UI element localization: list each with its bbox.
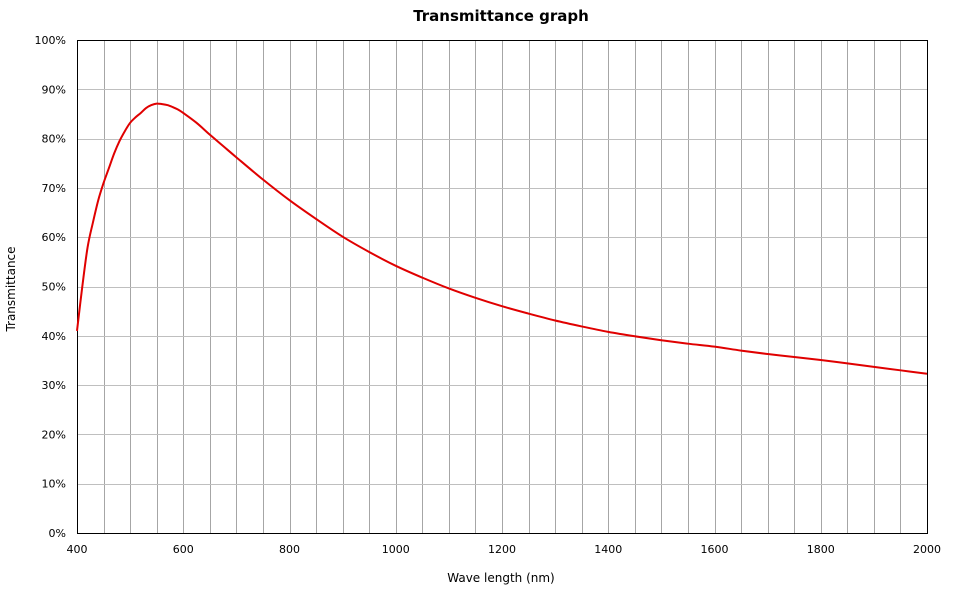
x-axis-ticks: 400 600 800 1000 1200 1400 1600 1800 2000 (67, 543, 942, 556)
y-tick-label: 60% (42, 231, 66, 244)
chart-title: Transmittance graph (413, 7, 589, 25)
y-tick-label: 10% (42, 478, 66, 491)
x-tick-label: 1800 (807, 543, 835, 556)
x-tick-label: 600 (173, 543, 194, 556)
x-tick-label: 400 (67, 543, 88, 556)
plot-area-border (77, 40, 928, 534)
x-tick-label: 1000 (382, 543, 410, 556)
transmittance-series-line (76, 102, 928, 375)
x-tick-label: 800 (279, 543, 300, 556)
x-tick-label: 1400 (594, 543, 622, 556)
x-tick-label: 1600 (701, 543, 729, 556)
y-tick-label: 70% (42, 182, 66, 195)
y-tick-label: 0% (49, 527, 66, 540)
series-layer (76, 102, 928, 375)
x-axis-label: Wave length (nm) (447, 571, 554, 585)
x-tick-label: 1200 (488, 543, 516, 556)
y-axis-label: Transmittance (4, 246, 18, 332)
y-tick-label: 90% (42, 83, 66, 96)
y-tick-label: 80% (42, 133, 66, 146)
y-tick-label: 50% (42, 281, 66, 294)
y-tick-label: 20% (42, 428, 66, 441)
x-tick-label: 2000 (913, 543, 941, 556)
y-tick-label: 40% (42, 330, 66, 343)
grid-lines (77, 40, 927, 533)
y-tick-label: 100% (35, 34, 66, 47)
y-tick-label: 30% (42, 379, 66, 392)
y-axis-ticks: 0% 10% 20% 30% 40% 50% 60% 70% 80% 90% 100% (35, 34, 66, 540)
